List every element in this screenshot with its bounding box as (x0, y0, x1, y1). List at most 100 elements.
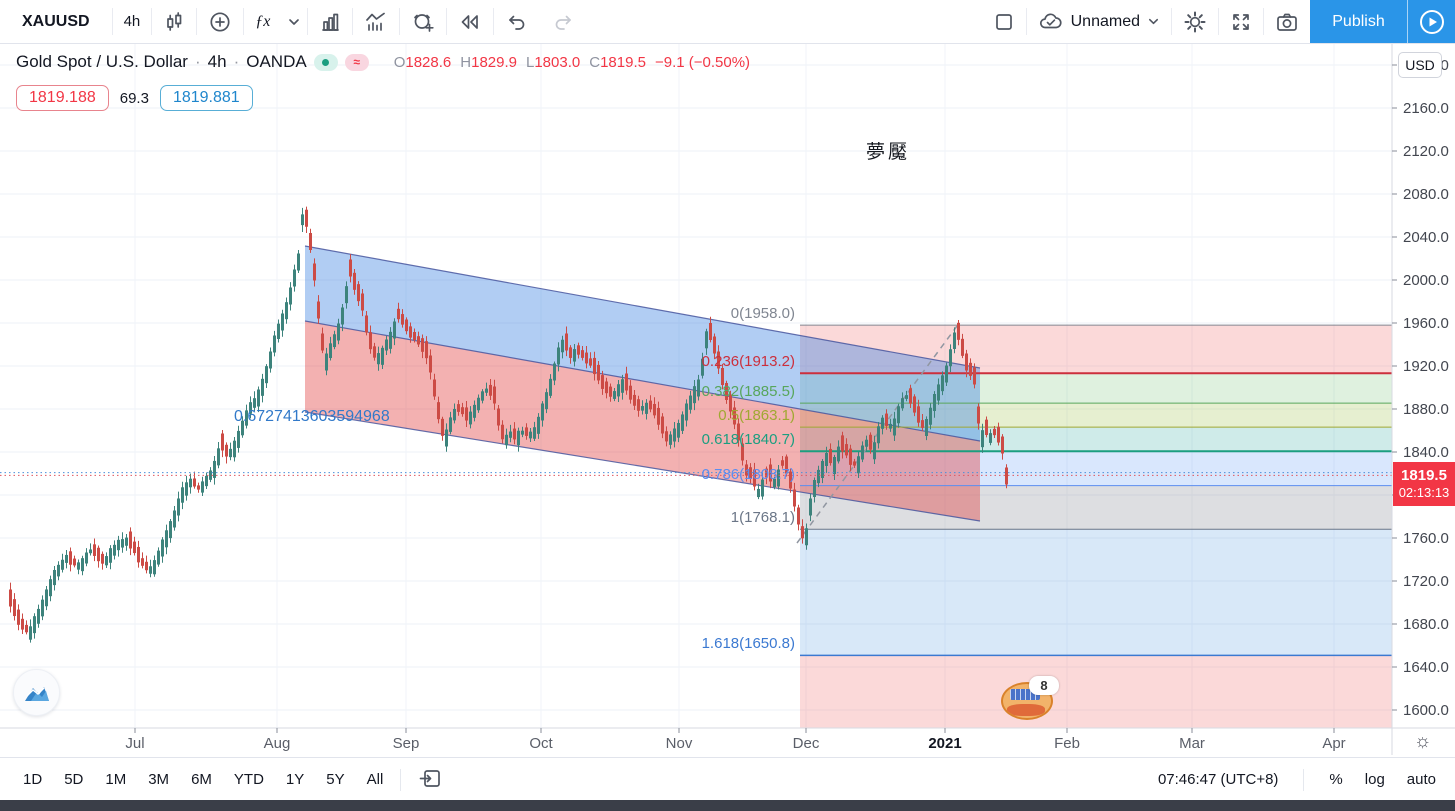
change-value: −9.1 (−0.50%) (654, 53, 751, 71)
bottom-toolbar: 1D 5D 1M 3M 6M YTD 1Y 5Y All 07:46:47 (UTC+8) % … (0, 757, 1455, 801)
settings-button[interactable] (1172, 0, 1218, 43)
separator (1218, 8, 1219, 35)
range-button-ytd[interactable]: YTD (233, 771, 264, 788)
indicators-dropdown[interactable] (281, 0, 307, 43)
clock-timezone-button[interactable]: 07:46:47 (UTC+8) (1157, 771, 1279, 788)
fib-label[interactable]: 0.236(1913.2) (701, 353, 795, 371)
fib-label[interactable]: 0.382(1885.5) (701, 383, 795, 401)
market-status-pill (313, 53, 338, 71)
layout-button[interactable] (982, 0, 1026, 43)
log-scale-button[interactable]: log (1364, 771, 1385, 788)
range-button-6m[interactable]: 6M (191, 771, 212, 788)
cloud-check-icon (1039, 13, 1062, 28)
undo-button[interactable] (494, 0, 540, 43)
forecast-button[interactable] (353, 0, 399, 43)
sticker-bubble: 8 (1029, 676, 1059, 695)
range-button-1d[interactable]: 1D (23, 771, 43, 788)
range-button-5d[interactable]: 5D (64, 771, 84, 788)
separator (400, 768, 402, 791)
month-label: 2021 (928, 735, 962, 752)
calendar-goto-icon (419, 769, 441, 787)
range-button-1y[interactable]: 1Y (285, 771, 305, 788)
goto-date-button[interactable] (409, 763, 451, 797)
redo-button[interactable] (540, 0, 586, 43)
fib-label[interactable]: 0.786(1808.7) (701, 465, 795, 483)
bar-countdown: 02:13:13 (1398, 485, 1450, 501)
currency-badge[interactable]: USD (1398, 52, 1442, 78)
separator-dot: · (194, 52, 201, 71)
separator (399, 8, 401, 35)
parallel-channel[interactable] (304, 245, 981, 522)
range-button-all[interactable]: All (366, 771, 384, 788)
range-button-1m[interactable]: 1M (105, 771, 127, 788)
templates-button[interactable] (308, 0, 352, 43)
mountain-chart-icon (24, 686, 49, 701)
legend-interval[interactable]: 4h (207, 52, 227, 71)
rewind-icon (462, 14, 479, 29)
price-tick-label: 2080.0 (1403, 186, 1449, 203)
text-annotation[interactable]: 夢魘 (866, 142, 911, 163)
gridlines (0, 43, 1392, 728)
horizontal-scrollbar[interactable] (0, 800, 1455, 811)
month-label: Jul (125, 735, 145, 752)
separator (196, 8, 198, 35)
symbol-title[interactable]: Gold Spot / U.S. Dollar (16, 52, 188, 71)
time-axis[interactable] (0, 728, 1455, 757)
month-label: Mar (1179, 735, 1205, 752)
range-buttons: 1D 5D 1M 3M 6M YTD 1Y 5Y All (0, 767, 392, 792)
publish-play-button[interactable] (1407, 0, 1455, 43)
chart-canvas[interactable] (0, 0, 1455, 756)
redo-icon (556, 15, 572, 30)
layout-name: Unnamed (1070, 12, 1140, 30)
chevron-down-icon (289, 18, 300, 25)
interval-button[interactable]: 4h (123, 13, 141, 30)
spread-value: 69.3 (119, 89, 149, 107)
play-circle-icon (1419, 9, 1444, 34)
fullscreen-button[interactable] (1219, 0, 1263, 43)
candles (9, 206, 1008, 643)
range-button-3m[interactable]: 3M (148, 771, 170, 788)
columns-chart-icon (322, 13, 340, 31)
fib-label[interactable]: 0.618(1840.7) (701, 431, 795, 449)
forecast-icon (366, 12, 386, 31)
indicators-button[interactable]: ƒx (255, 12, 271, 30)
fib-label[interactable]: 0(1958.0) (730, 305, 795, 323)
replay-button[interactable] (447, 0, 493, 43)
compare-button[interactable] (197, 0, 243, 43)
separator (307, 8, 309, 35)
undo-icon (509, 15, 525, 30)
sticker-annotation[interactable]: 8 (1001, 676, 1059, 720)
fib-label[interactable]: 0.5(1863.1) (718, 407, 795, 425)
fib-label[interactable]: 1.618(1650.8) (701, 635, 795, 653)
separator (446, 8, 448, 35)
save-layout-button[interactable]: Unnamed (1027, 0, 1171, 43)
fib-label[interactable]: 1(1768.1) (730, 509, 795, 527)
snapshot-button[interactable] (1264, 0, 1310, 43)
channel-value-label[interactable]: 0.6727413603594968 (234, 408, 390, 425)
chart-style-button[interactable] (152, 0, 196, 43)
fullscreen-icon (1233, 13, 1249, 30)
month-label: Nov (665, 735, 693, 752)
symbol-button[interactable]: XAUUSD (22, 12, 90, 30)
price-tick-label: 1920.0 (1403, 358, 1449, 375)
price-tick-label: 1680.0 (1403, 616, 1449, 633)
separator (1171, 8, 1172, 35)
alert-button[interactable] (400, 0, 446, 43)
tradingview-logo[interactable] (13, 669, 60, 716)
buy-price-button[interactable]: 1819.881 (159, 85, 253, 111)
legend-exchange[interactable]: OANDA (246, 52, 307, 71)
plus-circle-icon (210, 11, 230, 32)
separator (111, 8, 113, 35)
sell-price-button[interactable]: 1819.188 (16, 85, 109, 111)
separator (1303, 768, 1305, 791)
footer-right-group: 07:46:47 (UTC+8) % log auto (1153, 768, 1455, 791)
theme-sun-icon[interactable]: ☼ (1414, 731, 1432, 752)
publish-button[interactable]: Publish (1310, 0, 1407, 43)
range-button-5y[interactable]: 5Y (326, 771, 345, 788)
price-tick-label: 1720.0 (1403, 573, 1449, 590)
camera-icon (1277, 13, 1297, 31)
percent-scale-button[interactable]: % (1329, 771, 1343, 788)
auto-scale-button[interactable]: auto (1406, 771, 1436, 788)
chevron-down-icon (1148, 18, 1159, 25)
